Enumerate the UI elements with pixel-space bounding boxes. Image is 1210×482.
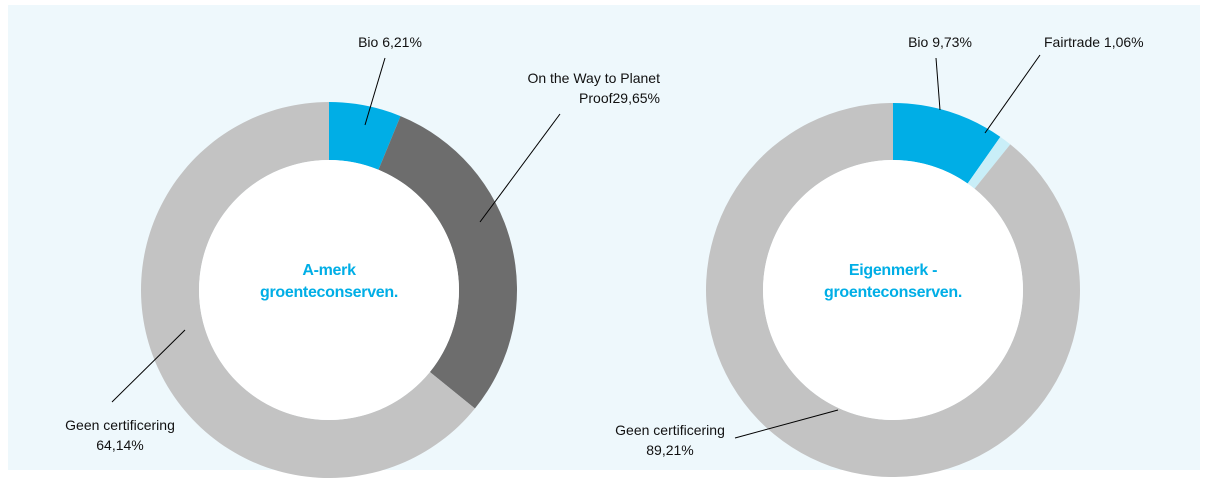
segment-label: Bio 6,21%: [310, 32, 470, 52]
category-name: Geen certificering: [615, 422, 725, 438]
donut-segment: [893, 103, 1001, 184]
leader-line: [111, 329, 186, 403]
leader-line: [984, 54, 1041, 134]
donut-segment: [329, 102, 401, 170]
segment-label: Bio 9,73%: [860, 32, 1020, 52]
value-label: 29,65%: [612, 90, 660, 106]
leader-line: [734, 409, 839, 439]
category-name: Bio: [358, 34, 379, 50]
leader-line: [935, 57, 941, 111]
segment-label: On the Way to Planet Proof29,65%: [510, 68, 660, 108]
category-name: Bio: [908, 34, 929, 50]
donut-segment: [706, 103, 1080, 477]
segment-label: Fairtrade 1,06%: [1044, 32, 1204, 52]
donut-segment: [140, 102, 475, 478]
category-name: On the Way to Planet Proof: [527, 70, 660, 106]
donut-hole: [763, 160, 1023, 420]
category-name: Fairtrade: [1044, 34, 1101, 50]
value-label: 1,06%: [1103, 34, 1144, 50]
donut-segment: [378, 116, 517, 409]
segment-label: Geen certificering 89,21%: [590, 420, 750, 460]
chart-title: Eigenmerk - groenteconserven.: [823, 262, 963, 301]
donut-hole: [199, 160, 459, 420]
value-label: 89,21%: [646, 442, 694, 458]
category-name: Geen certificering: [65, 417, 175, 433]
value-label: 9,73%: [932, 34, 972, 50]
donut-segment: [967, 136, 1011, 189]
leader-line: [364, 57, 386, 126]
value-label: 6,21%: [382, 34, 422, 50]
chart-title: A-merk groenteconserven.: [259, 262, 399, 301]
segment-label: Geen certificering 64,14%: [40, 415, 200, 455]
value-label: 64,14%: [96, 437, 144, 453]
leader-line: [479, 113, 561, 223]
